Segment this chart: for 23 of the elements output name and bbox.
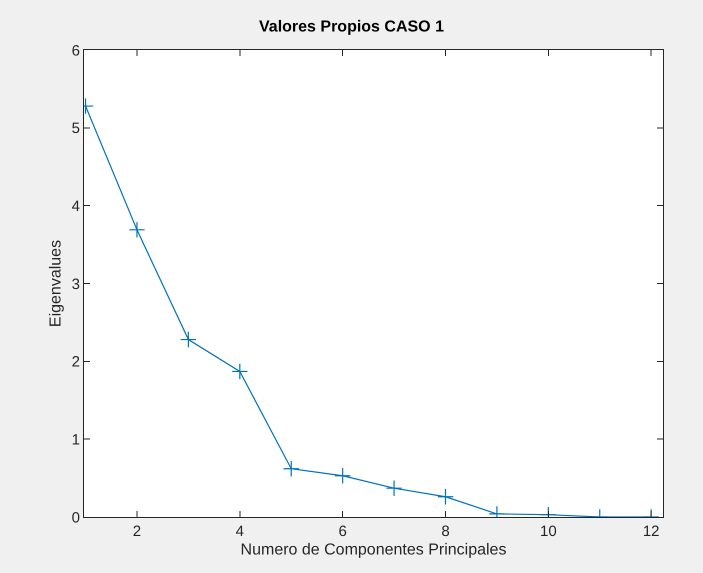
- point: [282, 460, 300, 478]
- point: [128, 222, 146, 238]
- y-axis-title: Eigenvalues: [48, 240, 65, 328]
- y-tick-label: 2: [72, 354, 80, 371]
- chart-title: Valores Propios CASO 1: [259, 18, 444, 36]
- point: [437, 488, 454, 506]
- y-tick-label: 1: [72, 431, 80, 448]
- y-tick-label: 6: [72, 42, 80, 60]
- x-tick-label: 2: [132, 523, 142, 540]
- y-tick-label: 5: [72, 120, 80, 138]
- x-tick-label: 8: [441, 523, 450, 540]
- x-tick-label: 12: [642, 523, 660, 540]
- point: [232, 363, 248, 380]
- y-tick-label: 3: [72, 276, 80, 293]
- x-tick-label: 10: [540, 523, 557, 540]
- y-tick-label: 4: [72, 198, 80, 215]
- y-tick-label: 0: [72, 509, 80, 526]
- x-axis-title: Numero de Componentes Principales: [240, 542, 506, 559]
- point: [180, 331, 197, 348]
- point: [386, 480, 402, 496]
- point: [334, 467, 351, 484]
- x-tick-label: 6: [338, 523, 347, 540]
- x-tick-label: 4: [236, 523, 244, 540]
